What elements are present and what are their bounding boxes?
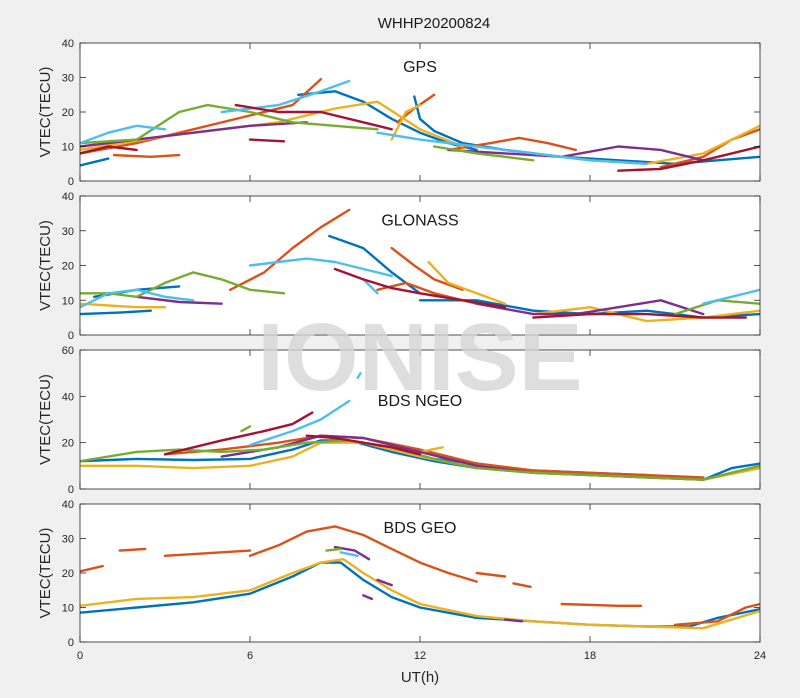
series-line-4 — [248, 525, 478, 583]
y-tick-label: 30 — [62, 226, 74, 238]
series-line-6 — [390, 246, 464, 291]
series-line-7 — [560, 602, 643, 607]
series-line-14 — [80, 288, 195, 309]
y-axis-label: VTEC(TECU) — [37, 220, 54, 311]
series-group — [80, 208, 760, 323]
series-line-17 — [376, 131, 648, 166]
watermark: IONISE — [257, 304, 582, 411]
series-line-4 — [112, 153, 181, 159]
y-tick-label: 40 — [62, 391, 74, 403]
y-tick-label: 20 — [62, 568, 74, 580]
plot-area — [80, 504, 760, 642]
series-line-13 — [80, 103, 379, 145]
series-group — [80, 77, 760, 172]
series-line-9 — [532, 306, 760, 323]
panel-label: BDS GEO — [384, 520, 457, 537]
y-axis-label: VTEC(TECU) — [37, 528, 54, 619]
y-tick-label: 40 — [62, 38, 74, 50]
series-line-18 — [333, 267, 507, 309]
panel-1: 0 10 20 30 40 VTEC(TECU) GLONASS — [37, 191, 761, 342]
x-tick-label: 6 — [247, 650, 253, 662]
series-line-12 — [447, 145, 705, 162]
series-line-9 — [80, 558, 760, 630]
series-line-0 — [80, 157, 110, 167]
series-line-14 — [325, 547, 342, 552]
series-line-17 — [702, 288, 760, 305]
series-line-3 — [163, 549, 252, 557]
series-line-3 — [80, 77, 322, 155]
series-line-14 — [433, 145, 535, 162]
panel-3: 0 6 12 18 24 0 10 20 30 40 VTEC(TECU) BDS GEO — [37, 499, 766, 662]
y-tick-label: 0 — [68, 637, 74, 649]
series-line-19 — [532, 312, 747, 319]
y-axis-label: VTEC(TECU) — [37, 67, 54, 158]
series-line-15 — [248, 257, 393, 278]
series-line-7 — [659, 128, 760, 169]
figure-title: WHHP20200824 — [378, 15, 491, 32]
y-tick-label: 30 — [62, 73, 74, 85]
series-line-12 — [362, 594, 373, 601]
y-tick-label: 0 — [68, 484, 74, 496]
y-tick-label: 20 — [62, 261, 74, 273]
panel-2: 0 20 40 60 VTEC(TECU) BDS NGEO — [37, 345, 761, 496]
series-line-11 — [475, 299, 705, 316]
series-line-0 — [80, 309, 153, 316]
panel-0: 0 10 20 30 40 VTEC(TECU) GPS — [37, 38, 761, 188]
y-tick-label: 10 — [62, 295, 74, 307]
series-line-7 — [240, 425, 252, 433]
series-group — [80, 372, 760, 481]
y-tick-label: 20 — [62, 438, 74, 450]
x-tick-label: 0 — [77, 650, 83, 662]
series-line-10 — [163, 411, 314, 456]
series-line-11 — [305, 434, 422, 456]
panel-label: BDS NGEO — [378, 393, 462, 410]
plot-area — [80, 43, 760, 181]
x-axis-label: UT(h) — [401, 669, 439, 686]
series-line-6 — [512, 582, 532, 588]
series-line-10 — [135, 295, 223, 305]
y-tick-label: 30 — [62, 534, 74, 546]
panels: 0 10 20 30 40 VTEC(TECU) GPS 0 10 20 30 40 VTEC(TECU… — [37, 38, 766, 662]
series-line-15 — [80, 124, 167, 145]
series-line-9 — [356, 372, 362, 379]
series-line-16 — [362, 278, 379, 295]
y-tick-label: 0 — [68, 330, 74, 342]
x-tick-label: 18 — [584, 650, 596, 662]
plot-area — [80, 350, 760, 489]
series-line-5 — [475, 571, 507, 578]
panel-label: GPS — [403, 59, 437, 76]
y-tick-label: 20 — [62, 107, 74, 119]
series-line-7 — [80, 302, 167, 309]
series-line-4 — [228, 208, 351, 291]
series-line-9 — [390, 103, 422, 141]
series-line-21 — [617, 145, 760, 172]
y-tick-label: 40 — [62, 499, 74, 511]
series-line-19 — [234, 103, 393, 131]
series-line-8 — [248, 399, 351, 447]
series-line-8 — [427, 260, 507, 305]
y-tick-label: 10 — [62, 603, 74, 615]
series-line-13 — [503, 618, 524, 623]
x-tick-label: 12 — [414, 650, 426, 662]
series-line-20 — [248, 138, 286, 143]
series-line-18 — [80, 145, 138, 155]
series-group — [80, 525, 760, 630]
series-line-2 — [118, 547, 147, 552]
series-line-15 — [339, 551, 359, 557]
series-line-8 — [673, 602, 760, 626]
y-tick-label: 40 — [62, 191, 74, 203]
y-axis-label: VTEC(TECU) — [37, 374, 54, 465]
series-line-11 — [376, 578, 393, 587]
y-tick-label: 0 — [68, 176, 74, 188]
panel-label: GLONASS — [381, 212, 458, 229]
x-tick-label: 24 — [754, 650, 766, 662]
series-line-4 — [418, 446, 444, 454]
series-line-1 — [80, 564, 104, 573]
y-tick-label: 10 — [62, 142, 74, 154]
series-line-2 — [163, 434, 705, 479]
y-tick-label: 60 — [62, 345, 74, 357]
